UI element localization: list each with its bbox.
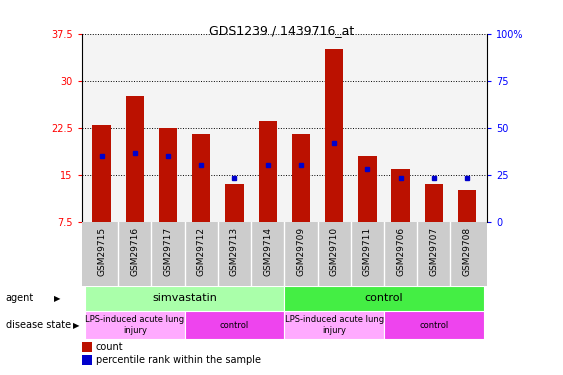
- Bar: [225, 184, 244, 222]
- Text: control: control: [220, 321, 249, 330]
- Bar: [391, 168, 410, 222]
- Bar: [159, 128, 177, 222]
- Text: control: control: [365, 293, 403, 303]
- Text: GSM29713: GSM29713: [230, 227, 239, 276]
- Text: percentile rank within the sample: percentile rank within the sample: [96, 356, 261, 366]
- Bar: [325, 50, 343, 222]
- Text: GSM29707: GSM29707: [430, 227, 439, 276]
- Text: GSM29717: GSM29717: [163, 227, 172, 276]
- Bar: [358, 156, 377, 222]
- Text: GSM29708: GSM29708: [463, 227, 472, 276]
- Text: ▶: ▶: [53, 294, 60, 303]
- Bar: [384, 311, 484, 339]
- Bar: [258, 122, 277, 222]
- Bar: [85, 286, 284, 311]
- Text: GSM29709: GSM29709: [297, 227, 306, 276]
- Text: LPS-induced acute lung
injury: LPS-induced acute lung injury: [85, 315, 184, 335]
- Bar: [126, 96, 144, 222]
- Text: simvastatin: simvastatin: [152, 293, 217, 303]
- Text: GSM29714: GSM29714: [263, 227, 272, 276]
- Bar: [284, 286, 484, 311]
- Text: GSM29711: GSM29711: [363, 227, 372, 276]
- Bar: [284, 311, 384, 339]
- Text: control: control: [419, 321, 449, 330]
- Text: GSM29706: GSM29706: [396, 227, 405, 276]
- Text: GDS1239 / 1439716_at: GDS1239 / 1439716_at: [209, 24, 354, 38]
- Text: count: count: [96, 342, 123, 352]
- Text: agent: agent: [6, 293, 34, 303]
- Text: GSM29712: GSM29712: [196, 227, 205, 276]
- Text: disease state: disease state: [6, 320, 71, 330]
- Text: GSM29716: GSM29716: [130, 227, 139, 276]
- Text: GSM29715: GSM29715: [97, 227, 106, 276]
- Bar: [82, 356, 92, 365]
- Text: LPS-induced acute lung
injury: LPS-induced acute lung injury: [284, 315, 384, 335]
- Bar: [425, 184, 443, 222]
- Bar: [292, 134, 310, 222]
- Bar: [185, 311, 284, 339]
- Text: GSM29710: GSM29710: [330, 227, 339, 276]
- Bar: [192, 134, 211, 222]
- Bar: [82, 342, 92, 352]
- Bar: [92, 124, 111, 222]
- Text: ▶: ▶: [73, 321, 80, 330]
- Bar: [458, 190, 476, 222]
- Bar: [85, 311, 185, 339]
